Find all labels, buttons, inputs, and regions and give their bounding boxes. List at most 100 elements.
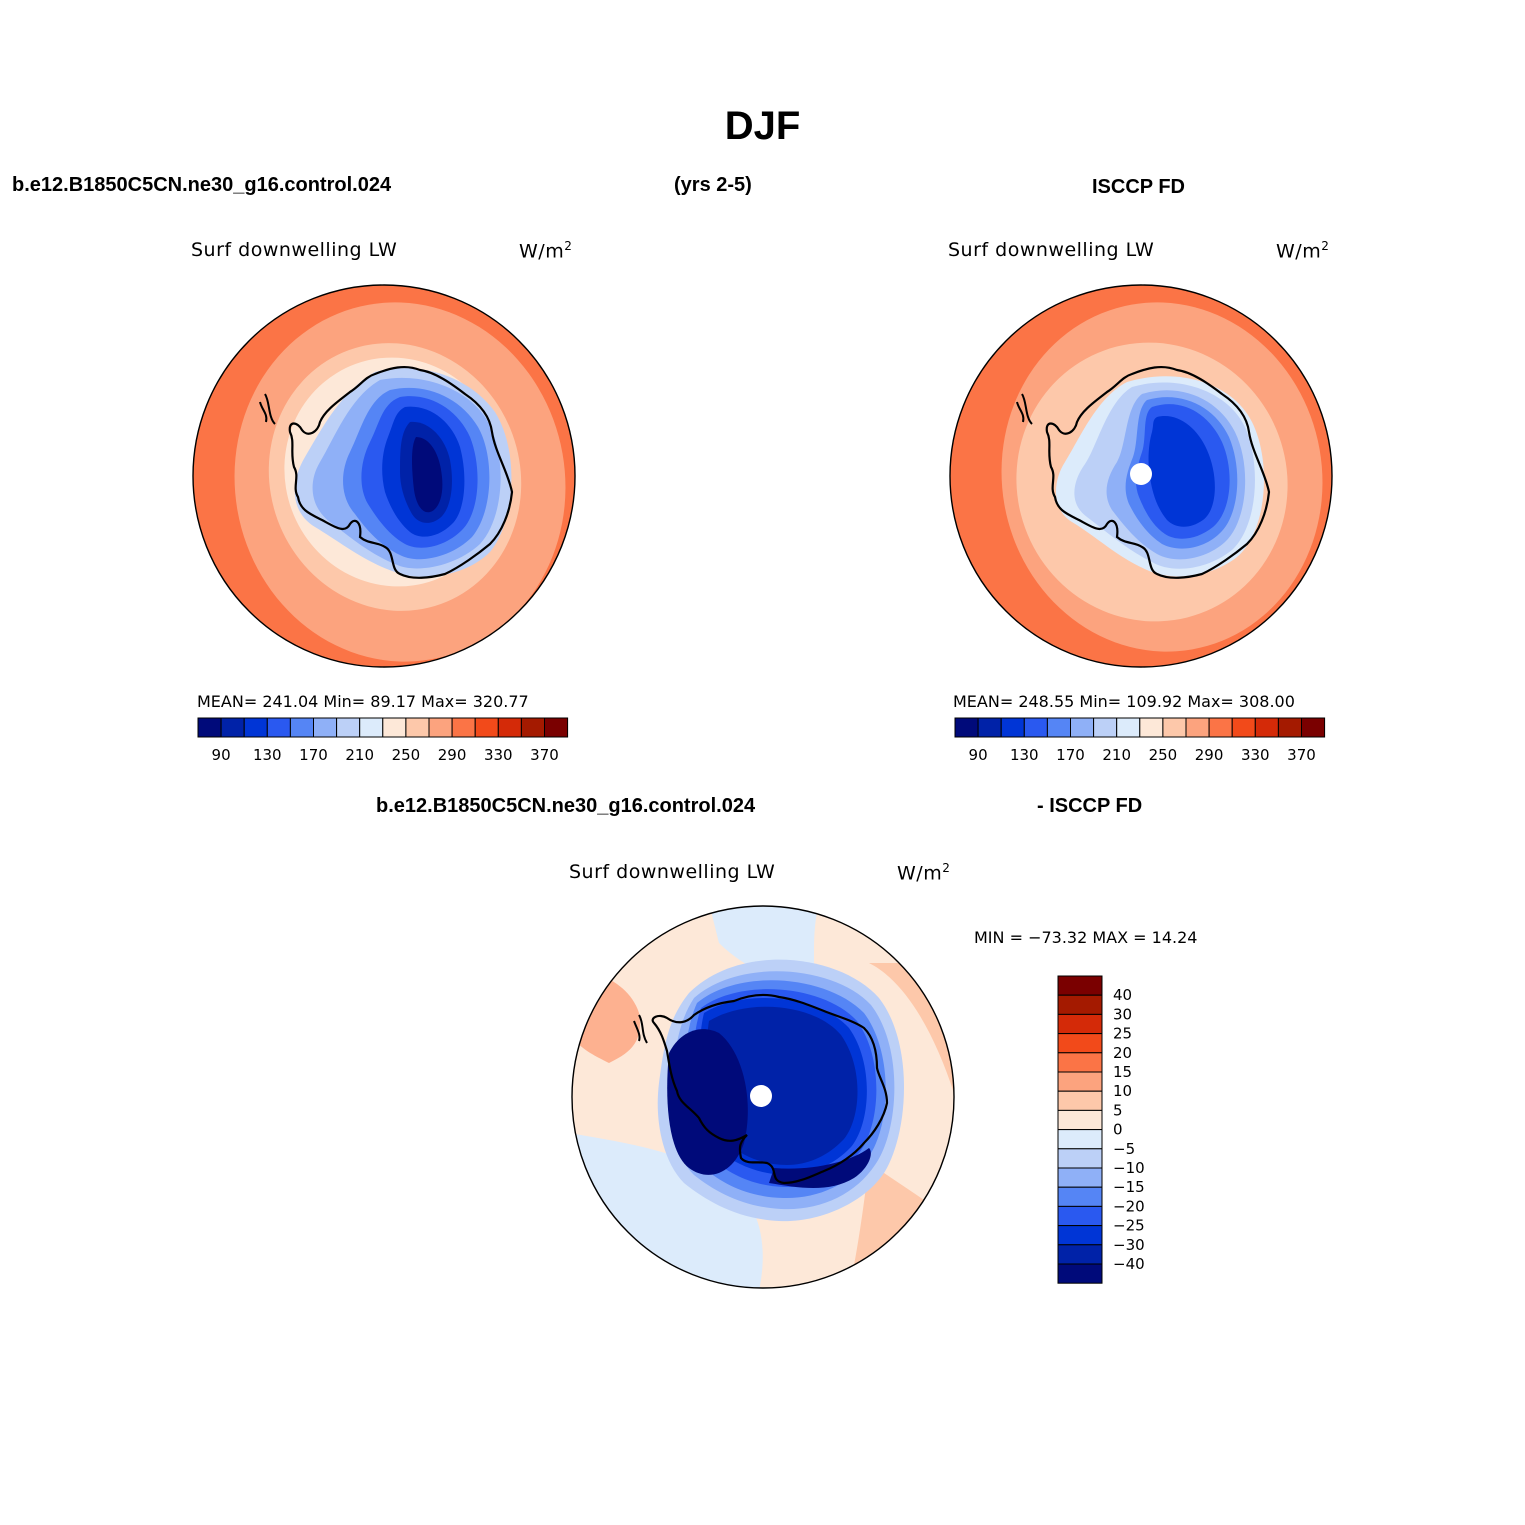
model-colorbar-box: [289, 717, 315, 738]
model-colorbar-label: 250: [392, 746, 421, 764]
diff-colorbar-label: 20: [1113, 1044, 1132, 1062]
model-colorbar-label: 290: [438, 746, 467, 764]
diff-case-name-header: b.e12.B1850C5CN.ne30_g16.control.024: [376, 795, 756, 817]
diff-colorbar-label: −15: [1113, 1178, 1145, 1196]
diff-obs-header: - ISCCP FD: [1037, 795, 1143, 817]
model-colorbar-box: [544, 717, 569, 738]
model-colorbar-label: 370: [530, 746, 559, 764]
diff-stats: MIN = −73.32 MAX = 14.24: [974, 928, 1198, 947]
obs-colorbar-label: 130: [1010, 746, 1039, 764]
diff-colorbar-label: 30: [1113, 1005, 1132, 1023]
obs-colorbar-box: [1277, 717, 1302, 738]
model-colorbar-box: [451, 717, 476, 738]
obs-colorbar-box: [1070, 717, 1095, 738]
diff-colorbar-label: 15: [1113, 1063, 1132, 1081]
diff-colorbar-box: [1057, 1109, 1103, 1131]
diff-colorbar-label: 25: [1113, 1025, 1132, 1043]
diff-colorbar-label: −40: [1113, 1255, 1145, 1273]
obs-colorbar-box: [977, 717, 1002, 738]
diff-colorbar-box: [1057, 1013, 1103, 1035]
years-header: (yrs 2-5): [674, 174, 752, 196]
diff-colorbar-label: 5: [1113, 1101, 1123, 1119]
model-panel-units: W/m2: [519, 239, 573, 263]
diff-colorbar-box: [1057, 1186, 1103, 1207]
figure-title: DJF: [724, 104, 801, 148]
model-colorbar-label: 210: [345, 746, 374, 764]
obs-colorbar-box: [1208, 717, 1233, 738]
model-colorbar-box: [382, 717, 407, 738]
obs-colorbar-box: [1231, 717, 1256, 738]
diff-colorbar-label: −20: [1113, 1197, 1145, 1215]
model-colorbar-box: [336, 717, 361, 738]
diff-panel-title: Surf downwelling LW: [569, 861, 776, 883]
model-colorbar-label: 130: [253, 746, 282, 764]
model-colorbar: 90 130 170 210 250 290 330 370: [197, 717, 569, 764]
obs-colorbar-box: [1254, 717, 1279, 738]
model-colorbar-box: [313, 717, 338, 738]
obs-colorbar-box: [1046, 717, 1072, 738]
obs-colorbar-label: 170: [1056, 746, 1085, 764]
obs-colorbar-box: [1023, 717, 1048, 738]
obs-colorbar-box: [1116, 717, 1141, 738]
model-colorbar-box: [197, 717, 222, 738]
model-colorbar-box: [428, 717, 453, 738]
obs-name-header: ISCCP FD: [1092, 176, 1185, 198]
diff-colorbar-box: [1057, 1225, 1103, 1246]
model-colorbar-box: [405, 717, 430, 738]
obs-polar-map: [949, 284, 1333, 668]
diff-colorbar-label: 40: [1113, 986, 1132, 1004]
model-colorbar-box: [359, 717, 384, 738]
diff-colorbar-box: [1057, 975, 1103, 996]
diff-colorbar-label: 10: [1113, 1082, 1132, 1100]
diff-colorbar-box: [1057, 1090, 1103, 1111]
obs-stats: MEAN= 248.55 Min= 109.92 Max= 308.00: [953, 692, 1295, 711]
diff-colorbar-box: [1057, 1244, 1103, 1265]
model-colorbar-label: 170: [299, 746, 328, 764]
model-panel-title: Surf downwelling LW: [191, 239, 398, 261]
obs-colorbar-box: [1139, 717, 1164, 738]
diff-colorbar-box: [1057, 1052, 1103, 1073]
model-colorbar-box: [474, 717, 499, 738]
obs-colorbar-box: [1000, 717, 1025, 738]
model-colorbar-box: [497, 717, 522, 738]
model-colorbar-box: [220, 717, 245, 738]
model-colorbar-box: [266, 717, 291, 738]
obs-colorbar-label: 90: [969, 746, 988, 764]
obs-panel-units: W/m2: [1276, 239, 1330, 263]
diff-colorbar-box: [1057, 1129, 1103, 1150]
obs-colorbar-label: 290: [1195, 746, 1224, 764]
obs-colorbar-label: 250: [1149, 746, 1178, 764]
diff-colorbar-label: −10: [1113, 1159, 1145, 1177]
diff-colorbar-box: [1057, 1167, 1103, 1188]
obs-colorbar-box: [1301, 717, 1326, 738]
obs-colorbar-box: [1093, 717, 1118, 738]
diff-colorbar-box: [1057, 1205, 1103, 1227]
diff-polar-map: [571, 905, 955, 1289]
obs-colorbar-box: [1162, 717, 1187, 738]
diff-colorbar-box: [1057, 994, 1103, 1015]
obs-colorbar-box: [954, 717, 979, 738]
model-colorbar-label: 90: [212, 746, 231, 764]
diff-colorbar-box: [1057, 1033, 1103, 1054]
model-colorbar-label: 330: [484, 746, 513, 764]
obs-colorbar: 90 130 170 210 250 290 330 370: [954, 717, 1326, 764]
obs-colorbar-box: [1185, 717, 1210, 738]
diff-colorbar-box: [1057, 1148, 1103, 1169]
diff-colorbar-label: −30: [1113, 1236, 1145, 1254]
diff-colorbar-box: [1057, 1071, 1103, 1092]
diff-colorbar-label: 0: [1113, 1121, 1123, 1139]
diff-colorbar-label: −25: [1113, 1217, 1145, 1235]
model-polar-map: [192, 284, 576, 668]
diff-colorbar-box: [1057, 1263, 1103, 1284]
obs-panel-title: Surf downwelling LW: [948, 239, 1155, 261]
case-name-header: b.e12.B1850C5CN.ne30_g16.control.024: [12, 174, 392, 196]
obs-colorbar-label: 210: [1102, 746, 1131, 764]
obs-colorbar-label: 330: [1241, 746, 1270, 764]
diff-panel-units: W/m2: [897, 861, 951, 885]
model-colorbar-box: [243, 717, 268, 738]
model-colorbar-box: [520, 717, 545, 738]
model-stats: MEAN= 241.04 Min= 89.17 Max= 320.77: [197, 692, 529, 711]
obs-colorbar-label: 370: [1287, 746, 1316, 764]
diff-colorbar-label: −5: [1113, 1140, 1135, 1158]
